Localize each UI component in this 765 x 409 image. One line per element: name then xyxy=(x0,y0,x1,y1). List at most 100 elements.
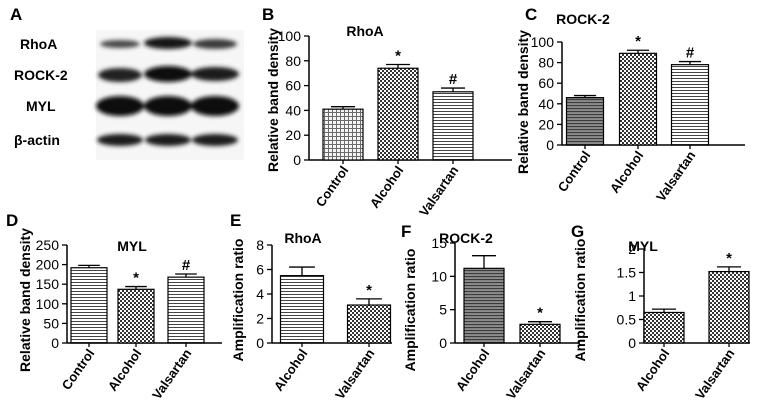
category-label-alcohol: Alcohol xyxy=(453,346,493,394)
chart-d: D MYL Relative band density 0 50 100 150 200 250… xyxy=(6,211,222,402)
bar-alcohol xyxy=(279,275,325,344)
bar-valsartan xyxy=(432,91,474,161)
panel-label-A: A xyxy=(10,5,22,24)
significance-mark: * xyxy=(537,305,543,322)
blot-label-myl: MYL xyxy=(26,98,56,114)
y-tick-label: 6 xyxy=(256,262,264,278)
chart-g: G MYL Amplification ratio 0 0.5 1 1.5 2 Alcohol *… xyxy=(571,222,750,402)
significance-mark: # xyxy=(182,257,191,274)
y-tick-label: 100 xyxy=(36,296,60,312)
category-label-alcohol: Alcohol xyxy=(633,346,673,394)
y-tick-label: 40 xyxy=(538,96,554,112)
significance-mark: * xyxy=(133,270,139,287)
category-label-alcohol: Alcohol xyxy=(271,346,311,394)
panel-label-e: E xyxy=(230,211,241,230)
y-tick-label: 250 xyxy=(36,237,60,253)
bar-alcohol xyxy=(618,52,658,146)
blot-panel: A RhoA ROCK-2 MYL β-actin xyxy=(10,5,244,160)
category-label-alcohol: Alcohol xyxy=(607,148,647,196)
bar-valsartan xyxy=(519,323,561,344)
significance-mark: * xyxy=(635,33,641,50)
bar-alcohol xyxy=(377,67,419,161)
category-label-valsartan: Valsartan xyxy=(416,163,461,219)
category-label-alcohol: Alcohol xyxy=(367,163,407,211)
y-tick-label: 5 xyxy=(439,302,447,318)
y-tick-label: 0 xyxy=(256,335,264,351)
category-label-control: Control xyxy=(313,163,352,209)
blot-label-rhoa: RhoA xyxy=(20,36,57,52)
y-tick-label: 0 xyxy=(293,152,301,168)
y-tick-label: 1.5 xyxy=(617,265,637,281)
chart-title: MYL xyxy=(628,238,658,254)
blot-label-rock2: ROCK-2 xyxy=(14,67,68,83)
bar-valsartan xyxy=(670,64,710,146)
bar-control xyxy=(565,97,605,146)
category-label-valsartan: Valsartan xyxy=(692,346,737,402)
category-label-alcohol: Alcohol xyxy=(105,346,145,394)
category-label-valsartan: Valsartan xyxy=(332,346,377,402)
chart-c: C ROCK-2 Relative band density 0 20 40 60 80 100… xyxy=(515,5,745,204)
category-label-control: Control xyxy=(555,148,594,194)
y-tick-label: 80 xyxy=(285,53,301,69)
chart-e: E RhoA Amplification ratio 0 2 4 6 8 Alcohol * Val… xyxy=(230,211,392,402)
y-tick-label: 100 xyxy=(278,28,302,44)
y-axis-label: Amplification ratio xyxy=(230,239,246,362)
chart-f: F ROCK-2 Amplification ratio 0 5 10 15 Alcohol *… xyxy=(401,222,580,402)
bar-valsartan xyxy=(346,304,392,344)
y-tick-label: 8 xyxy=(256,237,264,253)
chart-title: ROCK-2 xyxy=(439,230,493,246)
blot-bands xyxy=(96,37,239,146)
y-tick-label: 60 xyxy=(538,75,554,91)
category-label-valsartan: Valsartan xyxy=(503,346,548,402)
y-tick-label: 0 xyxy=(628,335,636,351)
y-tick-label: 0 xyxy=(51,335,59,351)
y-tick-label: 40 xyxy=(285,102,301,118)
y-tick-label: 10 xyxy=(431,268,447,284)
y-tick-label: 200 xyxy=(36,257,60,273)
y-tick-label: 150 xyxy=(36,276,60,292)
y-tick-label: 80 xyxy=(538,55,554,71)
y-tick-label: 2 xyxy=(256,311,264,327)
y-tick-label: 15 xyxy=(431,235,447,251)
chart-title: RhoA xyxy=(346,23,383,39)
y-axis-label: Relative band density xyxy=(17,228,33,372)
y-tick-label: 100 xyxy=(531,34,555,50)
y-tick-label: 0 xyxy=(546,137,554,153)
y-tick-label: 1 xyxy=(628,288,636,304)
significance-mark: * xyxy=(726,250,732,267)
bar-control xyxy=(70,267,108,344)
bar-alcohol xyxy=(463,267,505,344)
bar-control xyxy=(322,108,364,161)
chart-title: ROCK-2 xyxy=(556,11,610,27)
y-tick-label: 20 xyxy=(538,116,554,132)
y-tick-label: 60 xyxy=(285,78,301,94)
significance-mark: * xyxy=(366,282,372,299)
significance-mark: * xyxy=(395,48,401,65)
panel-label-b: B xyxy=(262,5,274,24)
significance-mark: # xyxy=(449,71,458,88)
bar-valsartan xyxy=(167,276,205,344)
chart-title: RhoA xyxy=(284,230,321,246)
y-axis-label: Relative band density xyxy=(515,30,531,174)
category-label-valsartan: Valsartan xyxy=(653,148,698,204)
bar-alcohol xyxy=(117,288,155,344)
category-label-valsartan: Valsartan xyxy=(149,346,194,402)
panel-label-d: D xyxy=(6,211,18,230)
y-tick-label: 0.5 xyxy=(617,312,637,328)
y-tick-label: 4 xyxy=(256,286,264,302)
y-tick-label: 20 xyxy=(285,127,301,143)
y-tick-label: 2 xyxy=(628,241,636,257)
y-tick-label: 50 xyxy=(43,315,59,331)
y-tick-label: 0 xyxy=(439,335,447,351)
chart-title: MYL xyxy=(117,238,147,254)
panel-label-g: G xyxy=(571,222,584,241)
bar-alcohol xyxy=(643,311,685,344)
blot-label-bactin: β-actin xyxy=(14,132,60,148)
y-axis-label: Relative band density xyxy=(265,28,281,172)
chart-b: B RhoA Relative band density 0 20 40 60 80 100 Co… xyxy=(262,5,512,219)
panel-label-c: C xyxy=(525,5,537,24)
significance-mark: # xyxy=(686,45,695,62)
y-axis-label: Amplification ratio xyxy=(402,249,418,372)
panel-label-f: F xyxy=(401,222,411,241)
